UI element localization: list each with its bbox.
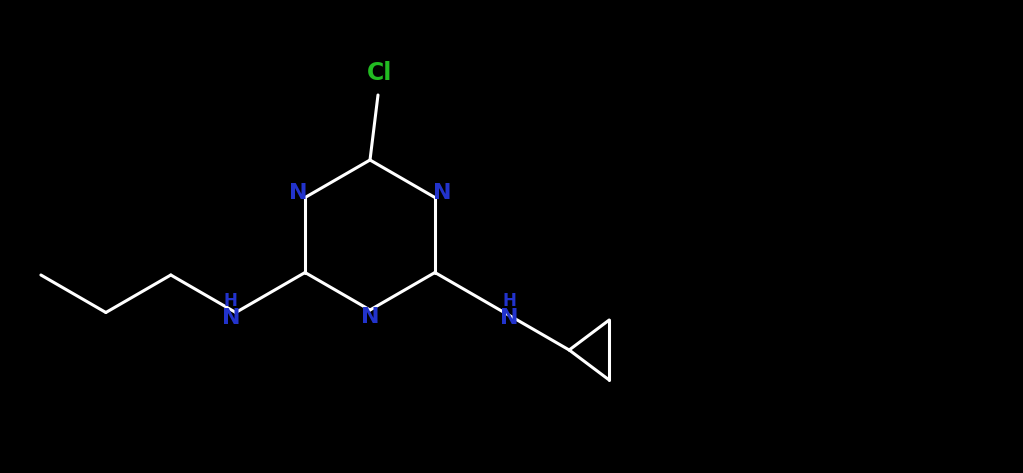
Text: N: N — [500, 307, 519, 327]
Text: N: N — [433, 184, 451, 203]
Text: N: N — [361, 307, 380, 327]
Text: H: H — [502, 291, 517, 309]
Text: Cl: Cl — [367, 61, 393, 85]
Text: H: H — [224, 291, 237, 309]
Text: N: N — [222, 307, 240, 327]
Text: N: N — [288, 184, 307, 203]
